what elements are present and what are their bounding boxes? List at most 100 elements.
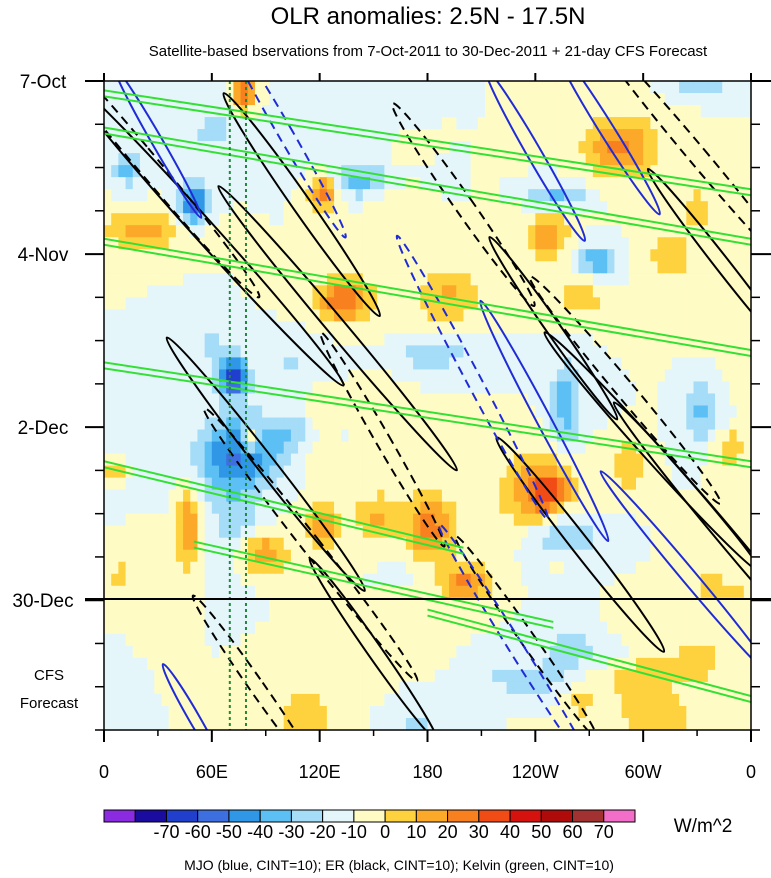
heatmap-cell [298, 177, 306, 190]
heatmap-cell [305, 165, 314, 178]
heatmap-cell [485, 81, 493, 94]
heatmap-cell [190, 189, 199, 202]
heatmap-cell [262, 285, 270, 298]
heatmap-cell [175, 285, 184, 298]
heatmap-cell [269, 117, 278, 130]
heatmap-cell [125, 141, 134, 154]
heatmap-cell [686, 189, 695, 202]
heatmap-cell [183, 537, 191, 551]
heatmap-cell [420, 501, 429, 515]
heatmap-cell [506, 717, 515, 730]
heatmap-cell [621, 585, 630, 599]
heatmap-cell [355, 117, 364, 130]
heatmap-cell [125, 273, 134, 286]
heatmap-cell [276, 441, 285, 455]
heatmap-cell [564, 417, 572, 431]
heatmap-cell [693, 717, 702, 730]
heatmap-cell [262, 561, 270, 575]
heatmap-cell [362, 501, 371, 515]
heatmap-cell [729, 465, 738, 479]
heatmap-cell [341, 237, 350, 250]
heatmap-cell [470, 549, 479, 563]
heatmap-cell [549, 717, 558, 730]
heatmap-cell [362, 357, 371, 371]
heatmap-cell [736, 105, 745, 118]
heatmap-cell [736, 501, 745, 515]
heatmap-cell [434, 213, 443, 226]
heatmap-cell [398, 297, 407, 310]
heatmap-cell [111, 321, 119, 334]
heatmap-cell [528, 393, 536, 407]
heatmap-cell [621, 285, 630, 298]
heatmap-cell [528, 537, 536, 551]
heatmap-cell [664, 621, 673, 635]
heatmap-cell [125, 441, 134, 455]
heatmap-cell [168, 165, 177, 178]
heatmap-cell [578, 405, 587, 419]
heatmap-cell [283, 441, 292, 455]
heatmap-cell [219, 393, 227, 407]
heatmap-cell [377, 177, 385, 190]
heatmap-cell [564, 93, 572, 106]
heatmap-cell [175, 129, 184, 142]
heatmap-cell [183, 501, 191, 515]
heatmap-cell [334, 141, 342, 154]
heatmap-cell [520, 237, 529, 250]
heatmap-cell [391, 621, 400, 635]
heatmap-cell [161, 609, 170, 623]
heatmap-cell [679, 525, 687, 539]
heatmap-cell [204, 81, 213, 94]
heatmap-cell [111, 669, 119, 683]
heatmap-cell [470, 189, 479, 202]
heatmap-cell [607, 477, 616, 491]
heatmap-cell [578, 165, 587, 178]
heatmap-cell [190, 585, 199, 599]
heatmap-cell [671, 537, 680, 551]
heatmap-cell [413, 117, 421, 130]
heatmap-cell [592, 309, 601, 322]
heatmap-cell [334, 129, 342, 142]
heatmap-cell [434, 645, 443, 659]
heatmap-cell [564, 513, 572, 527]
heatmap-cell [635, 357, 644, 371]
heatmap-cell [456, 513, 465, 527]
heatmap-cell [219, 717, 227, 730]
heatmap-cell [183, 393, 191, 407]
heatmap-cell [434, 297, 443, 310]
er-contour [104, 81, 345, 387]
heatmap-cell [233, 681, 242, 695]
heatmap-cell [161, 141, 170, 154]
heatmap-cell [391, 705, 400, 719]
heatmap-cell [355, 249, 364, 262]
heatmap-cell [729, 129, 738, 142]
heatmap-cell [628, 633, 637, 647]
heatmap-cell [463, 501, 472, 515]
heatmap-cell [707, 141, 716, 154]
heatmap-cell [513, 93, 522, 106]
heatmap-cell [276, 429, 285, 443]
heatmap-cell [269, 441, 278, 455]
heatmap-cell [556, 465, 565, 479]
heatmap-cell [132, 513, 141, 527]
heatmap-cell [305, 453, 314, 467]
heatmap-cell [520, 597, 529, 611]
heatmap-cell [204, 201, 213, 214]
heatmap-cell [671, 489, 680, 503]
heatmap-cell [391, 189, 400, 202]
heatmap-cell [111, 645, 119, 659]
heatmap-cell [664, 717, 673, 730]
heatmap-cell [743, 405, 751, 419]
heatmap-cell [434, 441, 443, 455]
heatmap-cell [125, 369, 134, 383]
heatmap-cell [506, 549, 515, 563]
heatmap-cell [139, 621, 148, 635]
heatmap-cell [729, 153, 738, 166]
heatmap-cell [600, 477, 608, 491]
heatmap-cell [441, 93, 450, 106]
heatmap-cell [319, 105, 328, 118]
heatmap-cell [600, 489, 608, 503]
heatmap-cell [118, 405, 127, 419]
heatmap-cell [456, 477, 465, 491]
heatmap-cell [104, 525, 112, 539]
heatmap-cell [736, 165, 745, 178]
